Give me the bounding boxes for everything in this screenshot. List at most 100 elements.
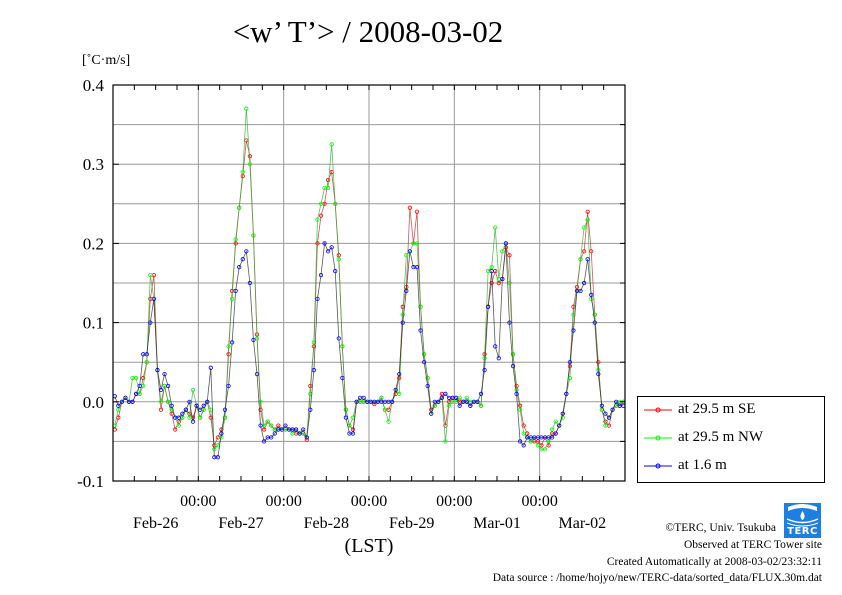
data-point	[482, 368, 487, 373]
data-point	[418, 328, 423, 333]
data-point	[198, 407, 203, 412]
series-layer	[112, 106, 626, 460]
data-point	[585, 209, 590, 214]
data-point	[251, 233, 256, 238]
data-point	[400, 320, 405, 325]
data-point	[468, 403, 473, 408]
data-point	[158, 399, 164, 404]
data-point	[553, 419, 558, 424]
data-point	[290, 431, 295, 436]
y-tick-label: -0.1	[77, 472, 104, 491]
data-point	[603, 411, 608, 416]
data-point	[254, 336, 260, 341]
legend-item-nw: at 29.5 m NW	[642, 428, 822, 448]
data-point	[414, 241, 420, 246]
data-point	[123, 395, 128, 400]
legend-marker-nw	[644, 435, 672, 441]
data-point	[614, 399, 619, 404]
legend-item-1-6m: at 1.6 m	[642, 456, 822, 476]
data-point	[510, 352, 516, 357]
data-point	[343, 415, 348, 420]
data-point	[557, 423, 562, 428]
data-point	[606, 415, 612, 420]
data-point	[304, 435, 309, 440]
data-point	[315, 241, 320, 246]
data-point	[222, 407, 228, 412]
data-point	[510, 364, 516, 369]
data-point	[166, 399, 171, 404]
data-point	[578, 288, 583, 294]
terc-logo-emblem	[786, 504, 819, 527]
data-point	[269, 435, 274, 440]
data-point	[340, 375, 345, 381]
data-point	[404, 288, 409, 294]
data-point	[514, 391, 519, 396]
data-point	[439, 395, 444, 400]
data-point	[425, 383, 430, 389]
data-point	[560, 415, 565, 420]
data-point	[379, 395, 384, 400]
x-time-tick-label: 00:00	[180, 493, 216, 510]
data-point	[283, 423, 288, 428]
data-point	[155, 368, 160, 373]
y-tick-label: 0.2	[83, 234, 104, 253]
observed-text: Observed at TERC Tower site	[683, 539, 822, 551]
data-point	[489, 280, 494, 286]
data-point	[386, 419, 391, 424]
data-point	[553, 431, 558, 436]
data-point	[397, 391, 402, 396]
legend-item-se: at 29.5 m SE	[642, 400, 822, 420]
data-point	[610, 407, 615, 412]
legend-label-nw: at 29.5 m NW	[678, 429, 763, 445]
data-point	[585, 217, 590, 222]
data-point	[151, 296, 156, 301]
data-point	[422, 360, 427, 365]
data-point	[141, 375, 146, 381]
data-point	[354, 399, 359, 404]
data-point	[219, 431, 224, 436]
data-point	[311, 368, 316, 373]
data-point	[592, 320, 597, 325]
data-point	[422, 352, 427, 357]
data-point	[272, 431, 277, 436]
data-point	[162, 371, 167, 377]
data-point	[521, 423, 526, 428]
data-point	[599, 403, 604, 408]
data-point	[258, 423, 263, 428]
data-point	[550, 435, 555, 440]
data-point	[119, 399, 124, 404]
data-point	[493, 344, 498, 349]
x-time-tick-label: 00:00	[351, 493, 387, 510]
data-point	[489, 265, 494, 270]
data-point	[397, 371, 402, 377]
legend: at 29.5 m SE at 29.5 m NW at 1.6 m	[637, 396, 825, 483]
data-point	[166, 383, 171, 389]
data-point	[535, 443, 540, 448]
data-point	[489, 269, 494, 274]
data-point	[215, 455, 220, 460]
y-axis-unit: [˚C·m/s]	[82, 53, 131, 68]
data-point	[254, 371, 260, 377]
data-point	[183, 407, 188, 412]
y-tick-label: 0.1	[83, 314, 104, 333]
data-source-text: Data source : /home/hojyo/new/TERC-data/…	[492, 572, 822, 584]
data-point	[446, 403, 452, 408]
x-axis-label: (LST)	[345, 535, 394, 557]
data-point	[482, 356, 487, 361]
data-point	[318, 213, 324, 218]
data-point	[130, 399, 135, 404]
x-date-label: Mar-02	[558, 515, 606, 532]
data-point	[308, 407, 313, 412]
data-point	[308, 383, 313, 389]
data-point	[333, 269, 338, 274]
data-point	[315, 296, 320, 301]
data-point	[550, 427, 555, 432]
data-point	[407, 205, 412, 210]
data-point	[148, 272, 153, 278]
data-point	[262, 439, 267, 444]
data-point	[176, 415, 181, 420]
data-point	[205, 399, 210, 404]
data-point	[230, 296, 235, 301]
data-point	[336, 257, 341, 262]
